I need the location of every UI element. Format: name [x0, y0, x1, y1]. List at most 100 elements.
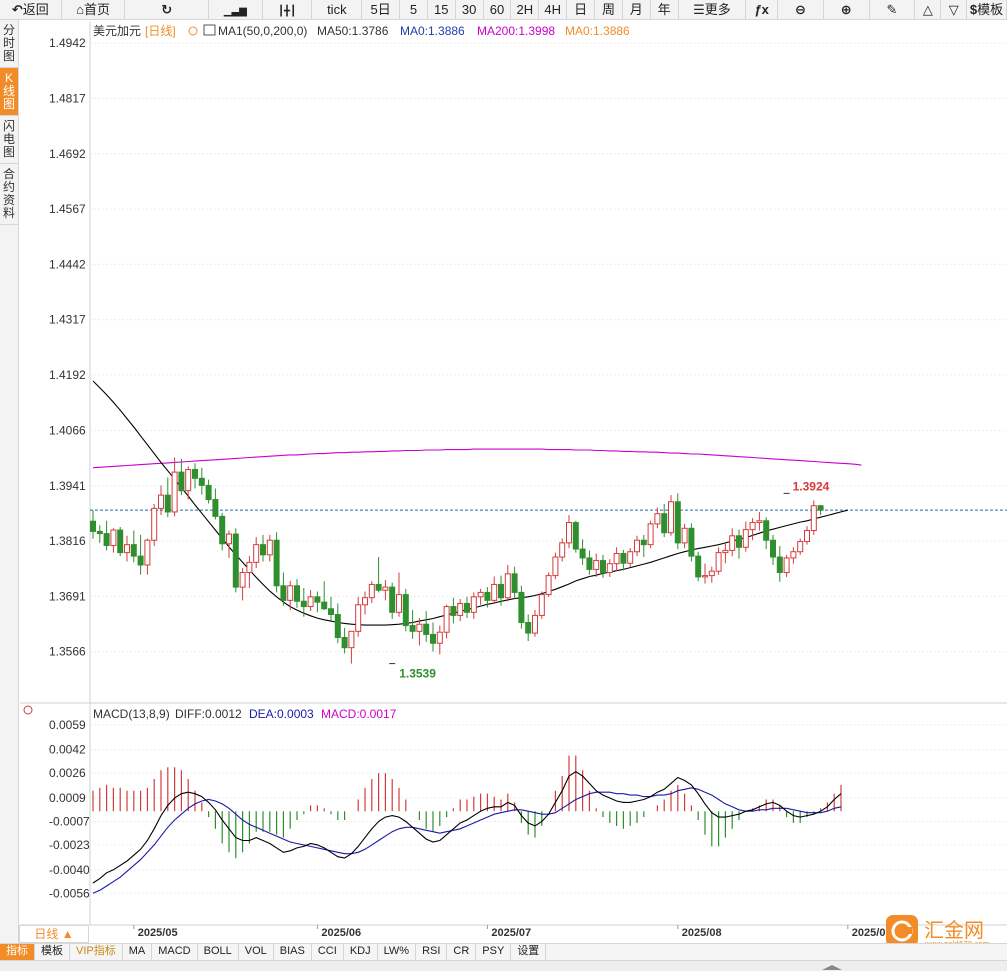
- candle-body: [430, 633, 436, 644]
- tab-rsi[interactable]: RSI: [416, 944, 448, 960]
- period-day-button-label: 日: [574, 2, 588, 17]
- period-60min-button[interactable]: 60: [484, 0, 512, 20]
- period-year-button[interactable]: 年: [651, 0, 679, 20]
- formula-button[interactable]: ƒx: [746, 0, 779, 20]
- dollar-icon: $: [969, 2, 978, 17]
- candle-body: [491, 583, 498, 601]
- zoom-in-button[interactable]: ⊕: [824, 0, 870, 20]
- candle-body: [572, 522, 579, 550]
- candle-body: [797, 541, 804, 553]
- tab-psy[interactable]: PSY: [476, 944, 512, 960]
- tab-ma[interactable]: MA: [123, 944, 153, 960]
- toolbar: ↶返回 ⌂首页 ↻ ▁▃▆ ┃╋┃ tick 5日 5 15 30 60 2H 4H 日周月年 ☰更多 ƒx ⊖…: [0, 0, 1007, 20]
- tab-template[interactable]: 模板: [35, 944, 70, 960]
- period-year-button-label: 年: [657, 2, 671, 17]
- home-icon: ⌂: [76, 2, 84, 17]
- candle-body: [634, 539, 640, 553]
- tab-cr[interactable]: CR: [447, 944, 477, 960]
- scroll-up-button[interactable]: △: [915, 0, 942, 20]
- period-2h-button-label: 2H: [516, 2, 534, 17]
- tab-bias[interactable]: BIAS: [274, 944, 312, 960]
- tab-settings[interactable]: 设置: [511, 944, 547, 960]
- template-button[interactable]: $模板: [967, 0, 1007, 20]
- candle-body: [579, 548, 586, 559]
- period-tab[interactable]: 日线 ▲: [19, 925, 89, 943]
- tab-cci[interactable]: CCI: [312, 944, 344, 960]
- horizontal-scrollbar[interactable]: [0, 960, 1007, 971]
- more-button[interactable]: ☰更多: [679, 0, 747, 20]
- candle-body: [287, 585, 294, 601]
- period-2h-button[interactable]: 2H: [511, 0, 540, 20]
- period-day-button[interactable]: 日: [567, 0, 596, 20]
- candle-body: [688, 527, 695, 557]
- tab-vol[interactable]: VOL: [239, 944, 274, 960]
- tab-lw[interactable]: LW%: [378, 944, 417, 960]
- candle-body: [389, 586, 396, 613]
- refresh-icon: ↻: [161, 2, 173, 17]
- zoom-out-icon: ⊖: [795, 2, 806, 17]
- candle-body: [511, 573, 518, 593]
- date-tick-label: 2025/09: [852, 927, 892, 939]
- candle-body: [443, 606, 450, 633]
- price-tick-label: 1.4692: [49, 147, 86, 161]
- candle-body: [742, 529, 749, 548]
- candle-body: [178, 471, 185, 492]
- candle-body: [117, 529, 124, 554]
- candle-body: [348, 630, 355, 649]
- macd-tick-label: 0.0026: [49, 766, 86, 780]
- candle-body: [205, 484, 212, 501]
- scroll-down-button[interactable]: ▽: [941, 0, 968, 20]
- price-tick-label: 1.4817: [49, 91, 86, 105]
- sidebar-time-chart[interactable]: 分时图: [0, 20, 18, 68]
- period-5day-button[interactable]: 5日: [362, 0, 400, 20]
- candle-body: [532, 614, 538, 634]
- candle-body: [232, 533, 239, 588]
- tab-boll[interactable]: BOLL: [198, 944, 239, 960]
- zoom-out-button[interactable]: ⊖: [778, 0, 824, 20]
- sidebar-contract-info[interactable]: 合约资料: [0, 164, 18, 225]
- candle-body: [409, 625, 416, 632]
- macd-tick-label: 0.0059: [49, 718, 86, 732]
- price-tick-label: 1.4066: [49, 424, 86, 438]
- candle-body: [708, 570, 715, 577]
- price-tick-label: 1.3566: [49, 645, 86, 659]
- period-month-button-label: 月: [629, 2, 643, 17]
- period-tick-button[interactable]: tick: [312, 0, 363, 20]
- candle-body: [300, 600, 307, 608]
- candle-body: [695, 555, 702, 578]
- sidebar-kline[interactable]: K线图: [0, 68, 18, 116]
- symbol-name: 美元加元: [93, 24, 141, 38]
- tab-macd[interactable]: MACD: [152, 944, 198, 960]
- period-month-button[interactable]: 月: [623, 0, 651, 20]
- period-15min-button[interactable]: 15: [428, 0, 456, 20]
- more-button-label: 更多: [704, 2, 731, 17]
- ma50-value: MA50:1.3786: [317, 24, 389, 38]
- candle-body: [654, 513, 661, 525]
- price-tick-label: 1.3941: [49, 479, 86, 493]
- chart-area[interactable]: 1.4942 1.4817 1.4692 1.4567 1.4442 1.4317 1.41…: [0, 0, 1007, 943]
- candle-body: [436, 631, 443, 644]
- candle-body: [674, 501, 681, 544]
- tab-indicator[interactable]: 指标: [0, 944, 35, 960]
- candle-body: [559, 542, 566, 558]
- indicator-settings-icon: [23, 705, 33, 715]
- home-button[interactable]: ⌂首页: [62, 0, 126, 20]
- sidebar-flash-chart[interactable]: 闪电图: [0, 116, 18, 164]
- period-5min-button[interactable]: 5: [400, 0, 428, 20]
- candle-body: [457, 602, 464, 616]
- back-button[interactable]: ↶返回: [0, 0, 62, 20]
- period-30min-button[interactable]: 30: [456, 0, 484, 20]
- settings-icon: [188, 26, 198, 36]
- candle-icon: ┃╋┃: [278, 6, 297, 17]
- tab-kdj[interactable]: KDJ: [344, 944, 378, 960]
- period-5day-button-label: 5日: [370, 2, 391, 17]
- tab-vip[interactable]: VIP指标: [70, 944, 123, 960]
- candle-body: [545, 575, 552, 596]
- chart-type-button[interactable]: ▁▃▆: [209, 0, 263, 20]
- draw-button[interactable]: ✎: [870, 0, 916, 20]
- refresh-button[interactable]: ↻: [125, 0, 209, 20]
- candle-type-button[interactable]: ┃╋┃: [263, 0, 313, 20]
- period-4h-button[interactable]: 4H: [539, 0, 568, 20]
- period-week-button[interactable]: 周: [595, 0, 623, 20]
- candle-body: [402, 594, 409, 627]
